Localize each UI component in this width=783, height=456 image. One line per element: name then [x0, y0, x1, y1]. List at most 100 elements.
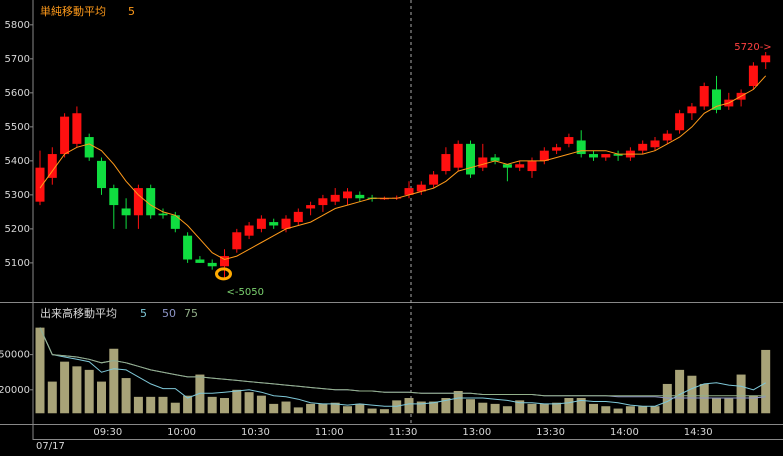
- candle-body: [515, 164, 525, 168]
- candle-body: [183, 235, 193, 260]
- candle-body: [146, 188, 156, 216]
- candle-body: [47, 154, 57, 178]
- candle-body: [355, 194, 365, 199]
- volume-bar: [564, 398, 574, 414]
- x-tick-label: 14:30: [684, 427, 713, 438]
- volume-bar: [207, 396, 217, 414]
- volume-bar: [712, 398, 721, 414]
- volume-bar: [478, 402, 488, 414]
- volume-bar: [502, 406, 512, 414]
- volume-bar: [441, 398, 451, 414]
- volume-bar: [47, 381, 57, 414]
- volume-bar: [244, 392, 254, 414]
- candle-body: [453, 143, 463, 168]
- volume-bar: [539, 403, 549, 414]
- volume-bar: [146, 396, 156, 414]
- legend-label: 5: [128, 5, 135, 18]
- volume-bar: [121, 378, 131, 414]
- volume-bar: [650, 406, 660, 414]
- volume-bar: [220, 398, 229, 414]
- ma-line: [39, 327, 766, 397]
- volume-bar: [515, 400, 525, 414]
- y-tick-label: 5800: [5, 20, 30, 31]
- volume-bar: [84, 369, 94, 414]
- volume-bar: [675, 369, 685, 414]
- volume-bar: [601, 406, 611, 414]
- volume-bar: [687, 375, 697, 414]
- volume-bar: [72, 366, 82, 414]
- candle-body: [687, 106, 697, 114]
- volume-bar: [195, 374, 205, 414]
- candle-body: [109, 188, 119, 206]
- candle-body: [478, 157, 488, 168]
- x-tick-label: 11:00: [315, 427, 344, 438]
- volume-bar: [183, 395, 193, 414]
- candle-body: [490, 157, 500, 161]
- volume-bar: [527, 403, 537, 414]
- candle-body: [232, 232, 242, 250]
- y-tick-label: 20000: [0, 385, 30, 396]
- candle-body: [269, 222, 279, 226]
- x-tick-label: 10:30: [241, 427, 270, 438]
- ma-line: [39, 327, 766, 407]
- candle-body: [306, 205, 316, 209]
- volume-bar: [552, 402, 562, 414]
- volume-title: 出来高移動平均: [40, 306, 117, 320]
- volume-bar: [367, 408, 377, 414]
- candle-body: [638, 143, 648, 151]
- candle-body: [72, 113, 82, 144]
- y-tick-label: 50000: [0, 350, 30, 361]
- candle-body: [60, 116, 70, 155]
- volume-bar: [576, 398, 586, 414]
- volume-bar: [416, 401, 426, 414]
- x-tick-label: 14:00: [610, 427, 639, 438]
- legend-label: 50: [162, 307, 176, 320]
- candle-body: [330, 194, 340, 202]
- volume-bar: [109, 348, 119, 414]
- volume-bar: [35, 327, 45, 414]
- candle-body: [675, 113, 685, 131]
- y-tick-label: 5600: [5, 88, 30, 99]
- candle-body: [761, 55, 771, 63]
- x-tick-label: 11:30: [389, 427, 418, 438]
- candle-body: [293, 211, 303, 223]
- volume-bar: [699, 383, 709, 414]
- candle-body: [441, 154, 451, 172]
- candle-body: [552, 147, 562, 151]
- candle-body: [121, 208, 131, 216]
- price-title: 単純移動平均: [40, 4, 106, 18]
- x-tick-label: 09:30: [93, 427, 122, 438]
- candle-body: [416, 184, 426, 192]
- volume-bar: [662, 383, 672, 414]
- candle-body: [170, 215, 180, 229]
- candle-body: [404, 188, 414, 195]
- volume-bar: [232, 389, 242, 414]
- volume-bar: [256, 395, 266, 414]
- candle-body: [539, 150, 549, 161]
- x-tick-label: 13:00: [462, 427, 491, 438]
- y-tick-label: 5100: [5, 258, 30, 269]
- candle-body: [527, 160, 537, 172]
- volume-bar: [379, 409, 389, 414]
- candle-body: [281, 218, 291, 229]
- volume-bar: [355, 403, 365, 414]
- candle-body: [429, 174, 439, 185]
- volume-bar: [736, 374, 746, 414]
- volume-bar: [404, 398, 414, 414]
- candle-body: [318, 198, 328, 206]
- candle-body: [158, 213, 168, 216]
- annotation: <-5050: [227, 287, 264, 298]
- volume-bar: [97, 381, 106, 414]
- candle-body: [601, 154, 611, 158]
- y-tick-label: 5700: [5, 54, 30, 65]
- candle-body: [613, 154, 623, 156]
- candle-body: [699, 86, 709, 107]
- volume-bar: [330, 402, 340, 414]
- x-tick-label: 10:00: [167, 427, 196, 438]
- volume-bar: [429, 401, 439, 414]
- candle-body: [84, 137, 94, 158]
- volume-bar: [466, 399, 475, 414]
